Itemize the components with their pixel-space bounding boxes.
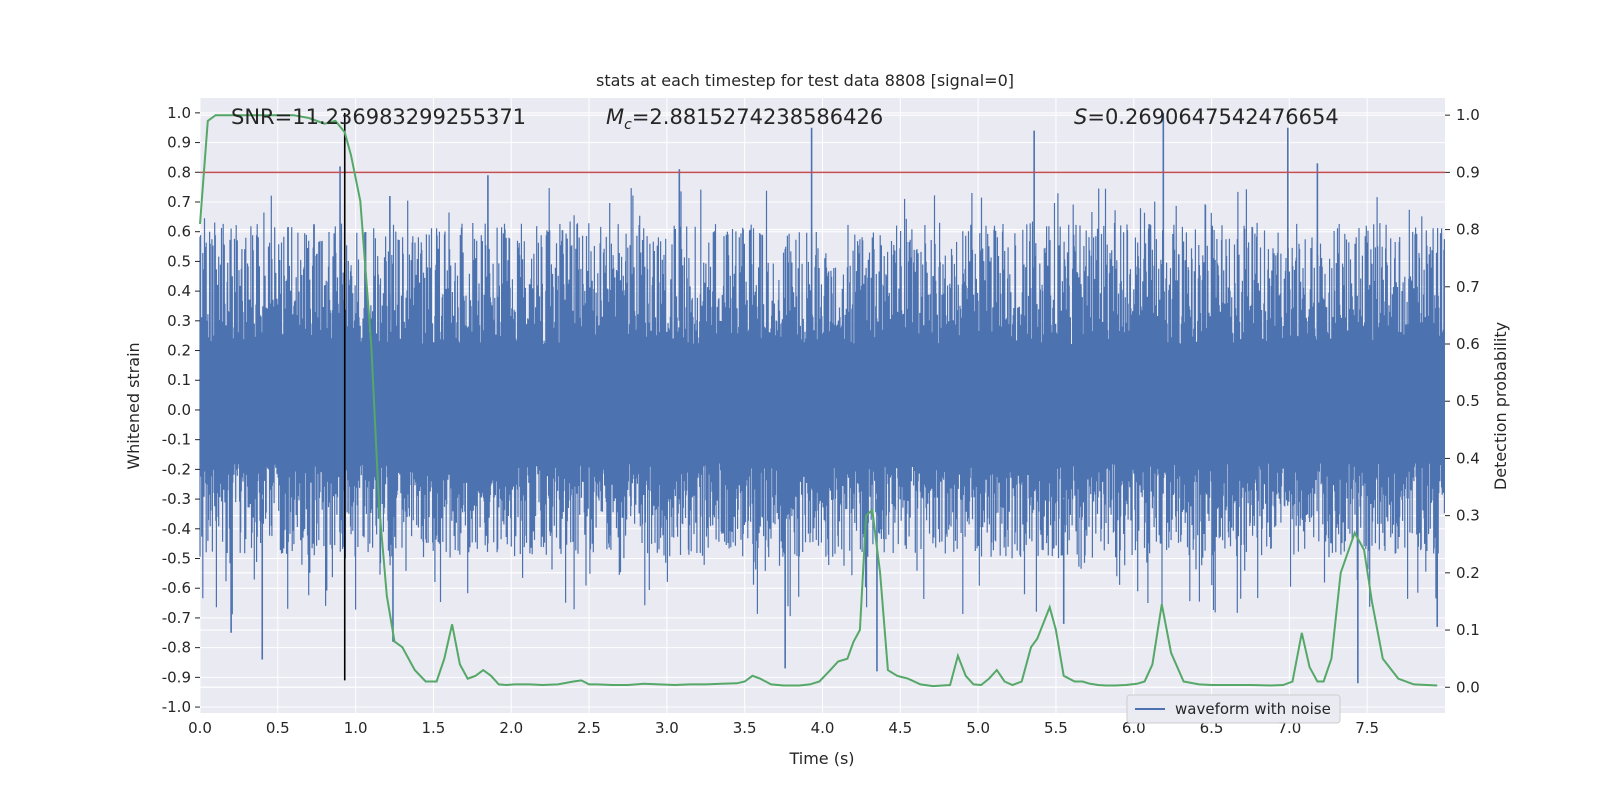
chart-title: stats at each timestep for test data 880…: [596, 71, 1014, 90]
y2-tick-label: 0.0: [1456, 678, 1480, 696]
y-tick-label: 0.6: [167, 223, 191, 241]
y-tick-label: 1.0: [167, 104, 191, 122]
y2-tick-label: 1.0: [1456, 106, 1480, 124]
y-tick-label: 0.2: [167, 342, 191, 360]
y-tick-label: -0.3: [162, 490, 191, 508]
y-tick-label: 0.3: [167, 312, 191, 330]
mc-symbol: M: [606, 105, 624, 129]
y2-tick-label: 0.8: [1456, 221, 1480, 239]
y-tick-label: -0.4: [162, 520, 191, 538]
y2-tick-label: 0.2: [1456, 564, 1480, 582]
y-tick-label: -0.9: [162, 668, 191, 686]
overlay-lines: [199, 112, 1445, 688]
y-tick-label: -0.7: [162, 609, 191, 627]
waveform-series: [199, 112, 1445, 684]
waveform-line: [199, 188, 1445, 617]
y-tick-label: 0.8: [167, 163, 191, 181]
x-tick-label: 4.0: [811, 719, 835, 737]
y-tick-label: -0.5: [162, 550, 191, 568]
x-tick-label: 2.0: [499, 719, 523, 737]
legend: waveform with noise: [1126, 694, 1341, 724]
x-tick-label: 0.0: [188, 719, 212, 737]
y2-tick-label: 0.3: [1456, 507, 1480, 525]
y2-tick-label: 0.9: [1456, 163, 1480, 181]
x-axis-label: Time (s): [788, 749, 854, 768]
y-tick-label: 0.5: [167, 252, 191, 270]
x-tick-label: 4.5: [888, 719, 912, 737]
legend-label: waveform with noise: [1175, 700, 1331, 718]
x-tick-label: 2.5: [577, 719, 601, 737]
y-axis-label: Whitened strain: [124, 342, 143, 469]
y-tick-label: -0.8: [162, 639, 191, 657]
mc-subscript: c: [624, 117, 632, 133]
x-tick-label: 5.0: [966, 719, 990, 737]
s-symbol: S: [1074, 105, 1087, 129]
snr-annotation: SNR=11.236983299255371: [231, 105, 526, 129]
y-tick-label: 0.0: [167, 401, 191, 419]
x-tick-label: 7.5: [1355, 719, 1379, 737]
x-tick-label: 3.5: [733, 719, 757, 737]
y-tick-labels: -1.0 -0.9 -0.8 -0.7 -0.6 -0.5 -0.4 -0.3 -0.2 -0.1…: [162, 104, 200, 716]
x-tick-label: 1.0: [344, 719, 368, 737]
y2-tick-label: 0.7: [1456, 278, 1480, 296]
x-tick-label: 0.5: [266, 719, 290, 737]
y-tick-label: -1.0: [162, 698, 191, 716]
y-tick-label: 0.9: [167, 134, 191, 152]
y-tick-label: 0.4: [167, 282, 191, 300]
y2-tick-label: 0.4: [1456, 449, 1480, 467]
y2-axis-label: Detection probability: [1491, 322, 1510, 490]
s-annotation: S=0.2690647542476654: [1074, 105, 1339, 129]
y-tick-label: 0.1: [167, 371, 191, 389]
y-tick-label: -0.2: [162, 460, 191, 478]
y-tick-label: 0.7: [167, 193, 191, 211]
y-tick-label: -0.1: [162, 431, 191, 449]
s-value: =0.2690647542476654: [1087, 105, 1338, 129]
x-tick-label: 1.5: [422, 719, 446, 737]
mc-value: =2.8815274238586426: [632, 105, 883, 129]
y-tick-label: -0.6: [162, 579, 191, 597]
detection-probability-line: [199, 114, 1438, 688]
y2-tick-label: 0.6: [1456, 335, 1480, 353]
mc-annotation: Mc=2.8815274238586426: [606, 105, 883, 133]
x-tick-label: 3.0: [655, 719, 679, 737]
legend-box: [1126, 694, 1341, 724]
x-tick-label: 5.5: [1044, 719, 1068, 737]
y2-tick-label: 0.1: [1456, 621, 1480, 639]
y2-tick-label: 0.5: [1456, 392, 1480, 410]
y2-tick-labels: 0.0 0.1 0.2 0.3 0.4 0.5 0.6 0.7 0.8 0.9 1.0: [1445, 106, 1480, 696]
